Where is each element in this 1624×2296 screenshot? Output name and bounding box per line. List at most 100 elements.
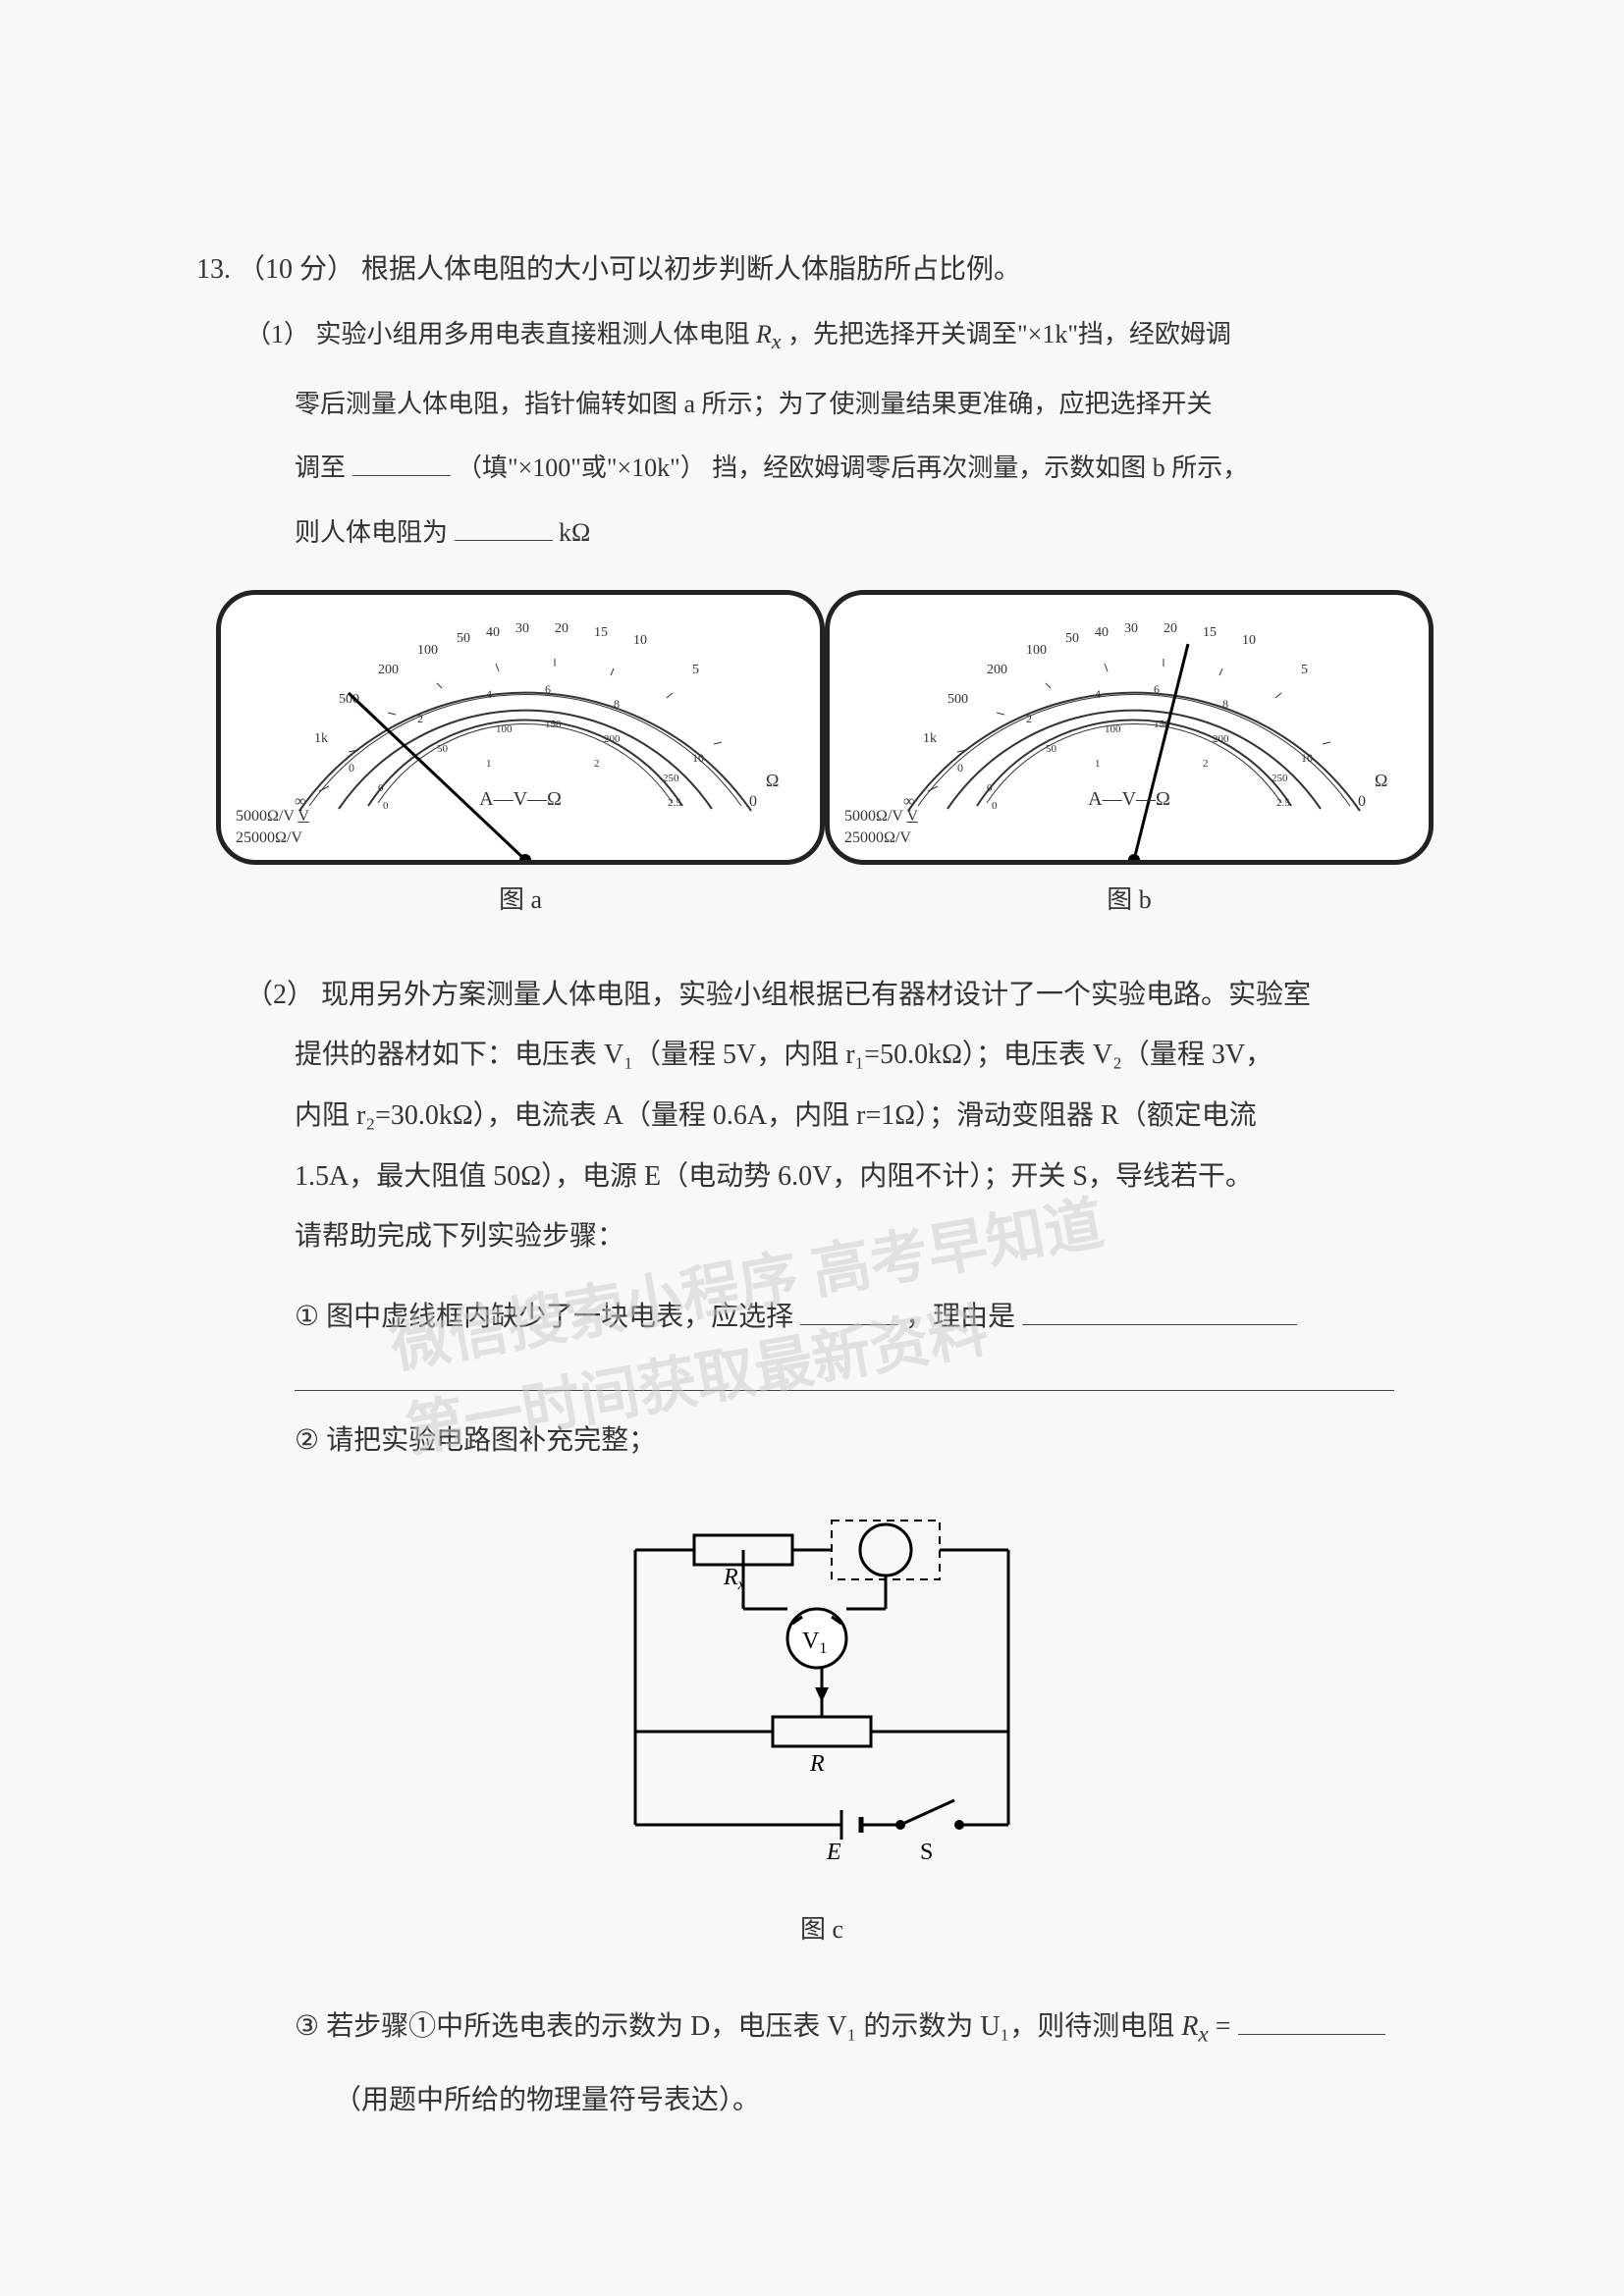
meter-b-container: ∞ 1k 500 200 100 50 40 30 20 15 10 5 0 Ω…	[825, 590, 1434, 916]
sub3-text2: （用题中所给的物理量符号表达）。	[334, 2085, 760, 2115]
part1-line2: 零后测量人体电阻，指针偏转如图 a 所示；为了使测量结果更准确，应把选择开关	[295, 376, 1447, 432]
circuit-svg: Rx V1 R E	[576, 1511, 1067, 1864]
part2-container: （2） 现用另外方案测量人体电阻，实验小组根据已有器材设计了一个实验电路。实验室…	[196, 965, 1447, 2130]
question-points: （10 分）	[238, 254, 354, 285]
svg-text:10: 10	[633, 633, 647, 648]
meters-row: ∞ 1k 500 200 100 50 40 30 20 15 10 5 0 Ω…	[196, 590, 1447, 916]
meter-a-specs: 5000Ω/V V 25000Ω/V	[236, 806, 309, 850]
sub2-text: 请把实验电路图补充完整；	[326, 1425, 656, 1456]
sub3-rx-symbol: Rx	[1181, 2011, 1208, 2042]
svg-text:50: 50	[437, 743, 449, 755]
svg-text:8: 8	[614, 697, 620, 711]
meter-b-center: A—V—Ω	[1088, 788, 1170, 811]
svg-text:1: 1	[1095, 758, 1101, 770]
blank-range[interactable]	[352, 451, 451, 476]
part2-sub2: ② 请把实验电路图补充完整；	[295, 1411, 1447, 1471]
meter-b-label: 图 b	[825, 880, 1434, 916]
svg-text:100: 100	[1105, 723, 1121, 735]
svg-text:10: 10	[1242, 633, 1256, 648]
meter-a-label: 图 a	[216, 880, 825, 916]
svg-text:100: 100	[496, 723, 513, 735]
svg-text:2.5: 2.5	[668, 797, 681, 809]
svg-text:200: 200	[987, 663, 1007, 677]
question-header: 13. （10 分） 根据人体电阻的大小可以初步判断人体脂肪所占比例。	[196, 245, 1447, 294]
svg-text:500: 500	[947, 692, 968, 707]
meter-b-spec2: 25000Ω/V	[844, 829, 911, 846]
svg-text:5: 5	[1301, 663, 1308, 677]
sub1-text: 图中虚线框内缺少了一块电表，应选择	[326, 1302, 793, 1332]
svg-text:2: 2	[594, 758, 600, 770]
part1-text4: 调至	[295, 454, 346, 482]
svg-text:4: 4	[486, 687, 492, 701]
part1-line4: 则人体电阻为 kΩ	[295, 505, 1447, 561]
svg-text:6: 6	[1154, 682, 1160, 696]
sub3-line2: （用题中所给的物理量符号表达）。	[334, 2070, 1447, 2131]
part2-sub3: ③ 若步骤①中所选电表的示数为 D，电压表 V₁ 的示数为 U₁，则待测电阻 R…	[295, 1997, 1447, 2060]
svg-text:30: 30	[515, 621, 529, 636]
part2-line5: 请帮助完成下列实验步骤：	[295, 1206, 1447, 1267]
part2-line2: 提供的器材如下：电压表 V₁（量程 5V，内阻 r₁=50.0kΩ）；电压表 V…	[295, 1025, 1447, 1086]
svg-text:0: 0	[957, 761, 963, 774]
part1-text5: 挡，经欧姆调零后再次测量，示数如图 b 所示，	[712, 454, 1248, 482]
circuit-container: Rx V1 R E	[196, 1511, 1447, 1957]
meter-a-spec2: 25000Ω/V	[236, 829, 302, 846]
part2-line4: 1.5A，最大阻值 50Ω），电源 E（电动势 6.0V，内阻不计）；开关 S，…	[295, 1147, 1447, 1207]
circuit-label: 图 c	[196, 1901, 1447, 1957]
part1-unit: kΩ	[559, 518, 590, 547]
part1-fillhint: （填"×100"或"×10k"）	[457, 454, 706, 482]
blank-reason-inline[interactable]	[1022, 1300, 1297, 1325]
meter-a-spec1: 5000Ω/V	[236, 808, 295, 825]
blank-reason-line[interactable]	[295, 1362, 1394, 1391]
meter-b-needle	[1134, 644, 1188, 860]
svg-text:Ω: Ω	[766, 771, 779, 790]
circuit-rx-label: Rx	[723, 1565, 745, 1593]
part1-text1: 实验小组用多用电表直接粗测人体电阻	[316, 320, 750, 348]
svg-text:0: 0	[992, 800, 998, 812]
svg-text:0: 0	[1358, 793, 1366, 810]
svg-text:15: 15	[594, 625, 608, 640]
svg-text:10: 10	[1301, 751, 1313, 765]
svg-text:200: 200	[378, 663, 399, 677]
blank-rx-formula[interactable]	[1238, 2009, 1385, 2035]
blank-meter-choice[interactable]	[800, 1300, 898, 1325]
svg-text:40: 40	[486, 625, 500, 640]
meter-b-spec1: 5000Ω/V	[844, 808, 903, 825]
svg-text:0: 0	[378, 782, 384, 794]
meter-a-needle	[349, 693, 525, 860]
svg-text:30: 30	[1124, 621, 1138, 636]
svg-text:2: 2	[1203, 758, 1209, 770]
sub3-equals: =	[1216, 2011, 1238, 2042]
svg-text:5: 5	[692, 663, 699, 677]
svg-text:6: 6	[545, 682, 551, 696]
part1-container: （1） 实验小组用多用电表直接粗测人体电阻 Rx ，先把选择开关调至"×1k"挡…	[245, 306, 1447, 366]
blank-resistance[interactable]	[455, 515, 553, 541]
circuit-s-label: S	[920, 1840, 933, 1864]
sub2-num: ②	[295, 1411, 319, 1471]
svg-text:200: 200	[1213, 733, 1229, 745]
svg-text:0: 0	[987, 782, 993, 794]
svg-text:150: 150	[545, 719, 562, 730]
part2-line3: 内阻 r₂=30.0kΩ），电流表 A（量程 0.6A，内阻 r=1Ω）；滑动变…	[295, 1086, 1447, 1147]
svg-text:20: 20	[555, 621, 568, 636]
svg-text:10: 10	[692, 751, 704, 765]
svg-text:0: 0	[349, 761, 354, 774]
part2-line1: （2） 现用另外方案测量人体电阻，实验小组根据已有器材设计了一个实验电路。实验室	[245, 965, 1447, 1026]
svg-text:100: 100	[417, 643, 438, 658]
svg-text:20: 20	[1164, 621, 1177, 636]
part2-text1: 现用另外方案测量人体电阻，实验小组根据已有器材设计了一个实验电路。实验室	[321, 980, 1311, 1010]
meter-b-specs: 5000Ω/V V 25000Ω/V	[844, 806, 918, 850]
sub3-text1: 若步骤①中所选电表的示数为 D，电压表 V₁ 的示数为 U₁，则待测电阻	[326, 2011, 1181, 2042]
svg-text:50: 50	[1046, 743, 1057, 755]
svg-text:250: 250	[663, 773, 679, 784]
circuit-dashed-box	[832, 1521, 940, 1579]
meter-a-center: A—V—Ω	[479, 788, 562, 811]
part1-line3: 调至 （填"×100"或"×10k"） 挡，经欧姆调零后再次测量，示数如图 b …	[295, 440, 1447, 496]
svg-text:50: 50	[457, 631, 470, 646]
svg-text:1: 1	[486, 758, 492, 770]
part1-label: （1）	[245, 320, 309, 348]
question-intro: 根据人体电阻的大小可以初步判断人体脂肪所占比例。	[361, 254, 1021, 285]
part1-text2: ，先把选择开关调至"×1k"挡，经欧姆调	[787, 320, 1231, 348]
svg-text:50: 50	[1065, 631, 1079, 646]
circuit-e-label: E	[826, 1840, 841, 1864]
svg-text:1k: 1k	[923, 731, 937, 746]
